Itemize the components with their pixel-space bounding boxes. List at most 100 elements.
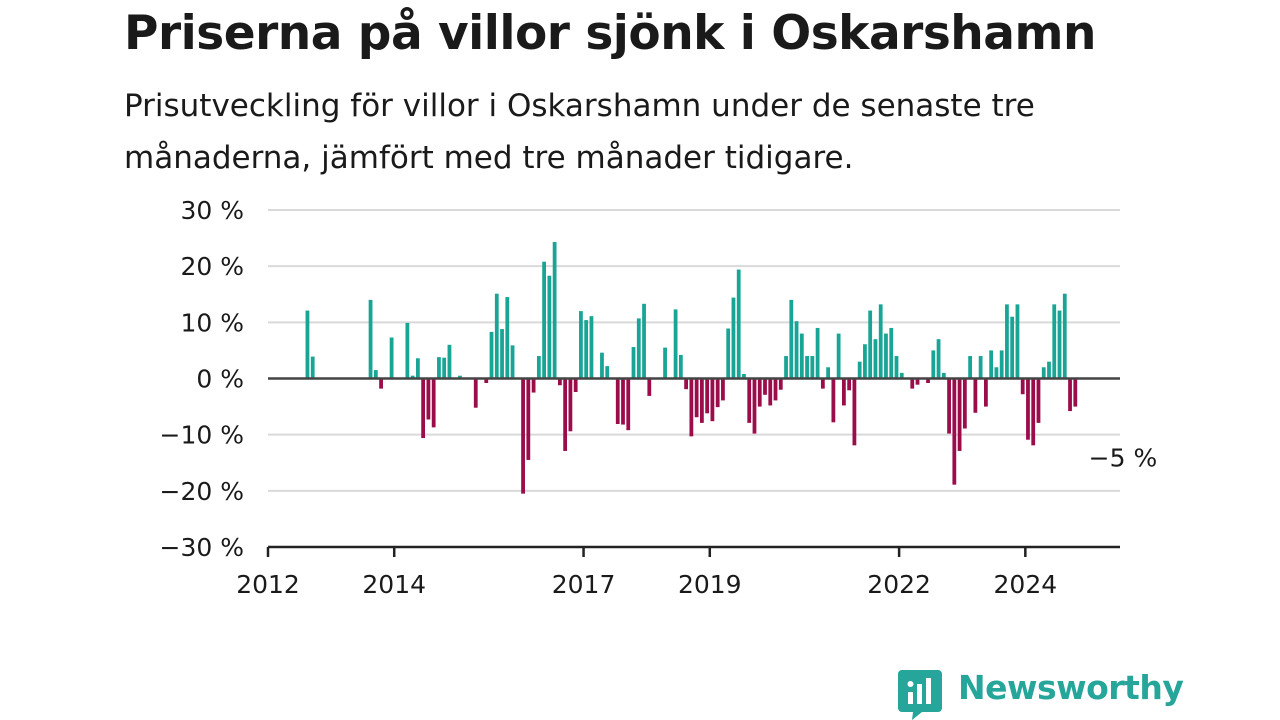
bar	[931, 350, 936, 379]
bar	[1031, 378, 1036, 446]
bar	[863, 344, 867, 379]
bar	[983, 378, 988, 407]
bar	[689, 378, 694, 437]
chart-title: Priserna på villor sjönk i Oskarshamn	[124, 6, 1096, 61]
logo-wordmark: Newsworthy	[958, 668, 1184, 707]
bar	[631, 347, 636, 379]
bar	[1073, 378, 1078, 407]
bar	[1036, 378, 1041, 423]
gridlines	[268, 209, 1120, 492]
bar	[763, 378, 767, 395]
bar	[1041, 367, 1046, 379]
bar	[552, 242, 557, 379]
bar	[889, 327, 894, 379]
bar	[947, 378, 951, 434]
bar	[705, 378, 710, 414]
bar	[873, 339, 878, 379]
bar	[600, 352, 604, 379]
bar	[405, 322, 410, 379]
bar	[699, 378, 704, 423]
bar	[410, 375, 415, 379]
bar	[721, 378, 725, 401]
y-tick-label: −10 %	[160, 421, 244, 450]
bar	[926, 378, 930, 383]
bar	[857, 361, 862, 379]
bar	[442, 357, 447, 379]
bar	[836, 333, 841, 379]
y-tick-label: 0 %	[196, 365, 244, 394]
bar	[747, 378, 752, 423]
bar	[573, 378, 578, 392]
bar	[421, 378, 426, 439]
y-tick-label: 30 %	[180, 196, 244, 225]
bar	[894, 356, 899, 379]
bar	[731, 297, 736, 379]
bar	[542, 261, 547, 379]
bar	[368, 299, 373, 379]
bar	[642, 303, 646, 379]
bar	[820, 378, 825, 389]
bar	[437, 357, 441, 379]
bar	[694, 378, 699, 418]
bar	[379, 378, 383, 389]
bar	[915, 378, 920, 385]
bar	[968, 356, 973, 379]
bar	[789, 299, 794, 379]
bar	[494, 293, 499, 379]
bar	[736, 269, 741, 379]
bar	[1052, 304, 1057, 379]
bar	[557, 378, 562, 386]
bar	[510, 345, 515, 379]
bar	[768, 378, 773, 406]
y-tick-label: −30 %	[160, 533, 244, 562]
bar	[773, 378, 778, 401]
bar	[584, 320, 589, 379]
bar	[415, 358, 420, 379]
bar	[568, 378, 573, 432]
bar	[742, 374, 746, 379]
y-tick-label: 10 %	[180, 308, 244, 337]
bar	[868, 310, 873, 379]
bar	[852, 378, 857, 446]
bar	[1026, 378, 1030, 440]
bar	[636, 318, 641, 379]
x-tick-label: 2019	[678, 570, 742, 599]
bar	[426, 378, 431, 420]
bar	[978, 356, 983, 379]
bar	[810, 356, 815, 379]
bar	[563, 378, 568, 451]
bar	[826, 367, 831, 379]
bar	[1068, 378, 1072, 412]
bar	[952, 378, 957, 485]
bar	[936, 339, 941, 379]
x-axis: 2012 2014 2017 2019 2022 2024	[236, 545, 1120, 599]
bar	[536, 356, 541, 379]
bar	[815, 327, 820, 379]
x-tick-label: 2014	[362, 570, 426, 599]
bar	[757, 378, 762, 407]
bar	[973, 378, 978, 413]
bar	[778, 378, 783, 390]
bars	[268, 242, 1120, 494]
bar	[1047, 361, 1051, 379]
bar	[526, 378, 531, 460]
newsworthy-bar-chart-icon	[898, 670, 942, 720]
bar	[458, 375, 462, 379]
bar	[615, 378, 620, 424]
bar	[784, 356, 788, 379]
bar	[957, 378, 962, 451]
bar	[1057, 310, 1062, 379]
x-tick-label: 2024	[994, 570, 1058, 599]
bar	[726, 328, 731, 379]
bar	[1020, 378, 1025, 395]
bar	[663, 347, 667, 379]
bar	[505, 297, 510, 379]
x-tick-label: 2012	[236, 570, 300, 599]
bar	[500, 329, 504, 379]
y-tick-label: 20 %	[180, 252, 244, 281]
bar	[547, 275, 552, 379]
x-tick-label: 2017	[552, 570, 616, 599]
bar	[605, 366, 610, 379]
y-tick-label: −20 %	[160, 477, 244, 506]
bar	[626, 378, 631, 431]
